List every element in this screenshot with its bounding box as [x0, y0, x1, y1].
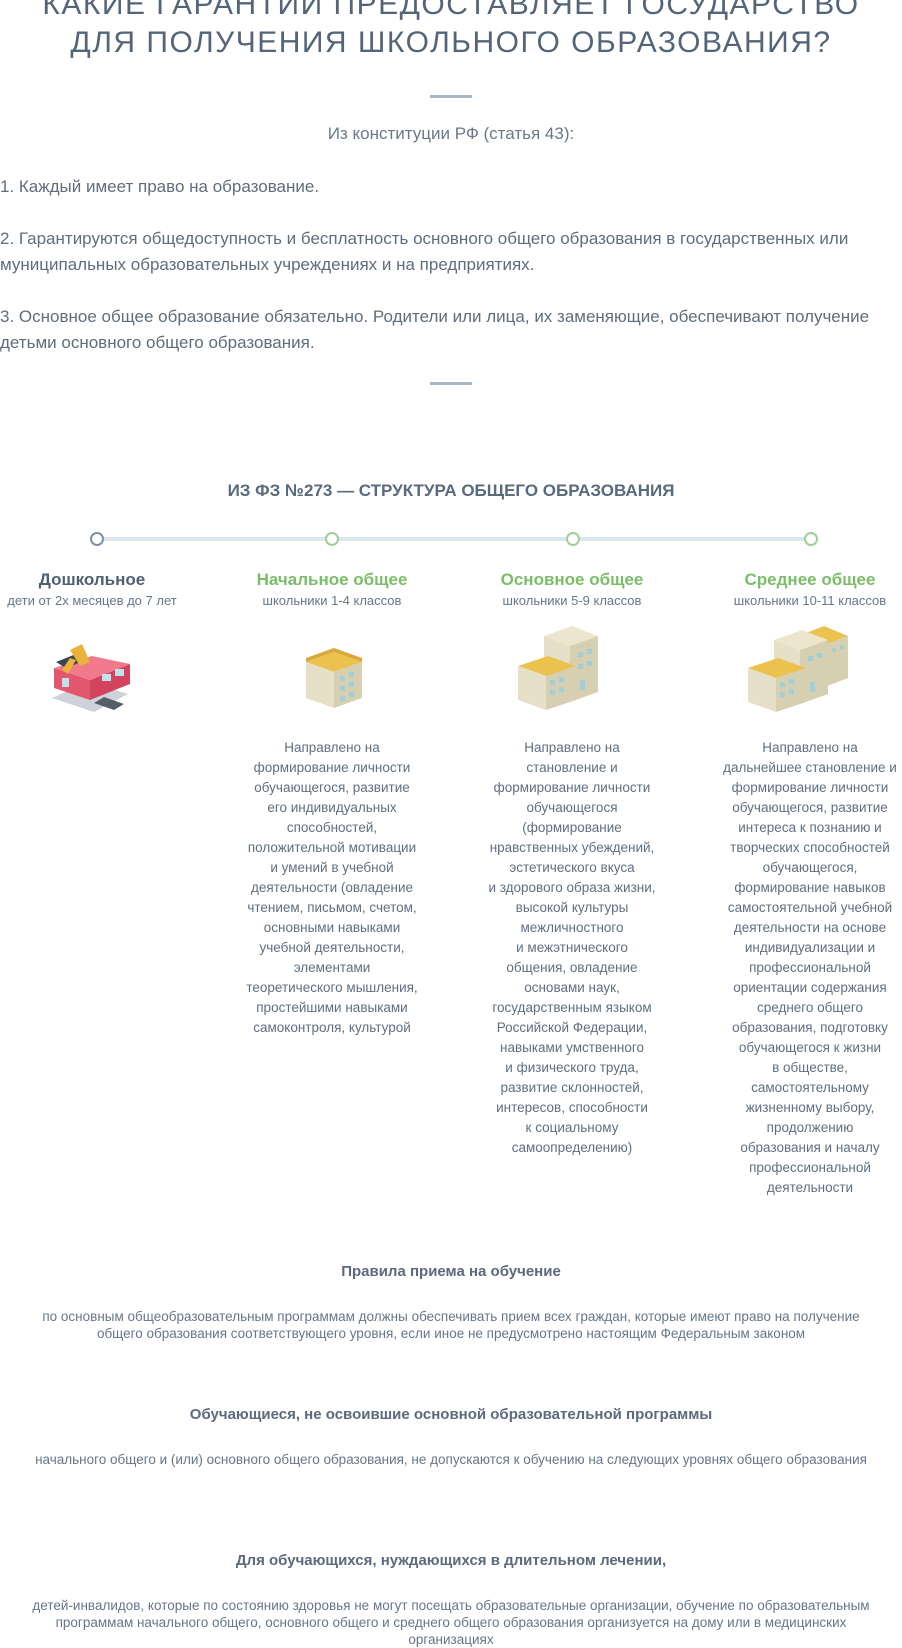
- intro-text: Из конституции РФ (статья 43):: [327, 124, 575, 143]
- level-subtitle: школьники 1-4 классов: [262, 593, 402, 608]
- constitution-point-2: 2. Гарантируются общедоступность и беспл…: [0, 229, 849, 274]
- rule-text-not-mastered: начального общего и (или) основного обще…: [35, 1452, 867, 1467]
- level-secondary-description: Направлено на дальнейшее становление и ф…: [723, 740, 897, 1195]
- level-name: Начальное общее: [256, 570, 408, 589]
- level-secondary: Среднее общее школьники 10-11 классов: [712, 570, 902, 608]
- level-basic: Основное общее школьники 5-9 классов: [474, 570, 670, 608]
- page-title: КАКИЕ ГАРАНТИИ ПРЕДОСТАВЛЯЕТ ГОСУДАРСТВО…: [42, 0, 860, 59]
- timeline-dot-primary: [325, 532, 339, 546]
- kindergarten-icon: [52, 644, 130, 712]
- level-primary-description: Направлено на формирование личности обуч…: [246, 740, 418, 1035]
- rule-text-long-treatment: детей-инвалидов, которые по состоянию зд…: [32, 1598, 870, 1647]
- level-subtitle: дети от 2х месяцев до 7 лет: [7, 593, 177, 608]
- small-school-icon: [306, 648, 362, 708]
- level-primary: Начальное общее школьники 1-4 классов: [234, 570, 430, 608]
- medium-school-icon: [518, 626, 598, 710]
- divider-top: [430, 95, 472, 98]
- level-name: Среднее общее: [744, 570, 876, 589]
- constitution-point-1: 1. Каждый имеет право на образование.: [0, 177, 320, 196]
- level-preschool: Дошкольное дети от 2х месяцев до 7 лет: [0, 570, 190, 608]
- rule-heading-long-treatment: Для обучающихся, нуждающихся в длительно…: [235, 1552, 667, 1569]
- large-school-icon: [748, 626, 848, 712]
- rule-heading-not-mastered: Обучающиеся, не освоившие основной образ…: [189, 1406, 713, 1423]
- structure-title: ИЗ ФЗ №273 — СТРУКТУРА ОБЩЕГО ОБРАЗОВАНИ…: [227, 481, 675, 500]
- level-name: Дошкольное: [38, 570, 146, 589]
- timeline-dot-secondary: [804, 532, 818, 546]
- divider-bottom: [430, 382, 472, 385]
- timeline-dot-preschool: [90, 532, 104, 546]
- rule-heading-admission: Правила приема на обучение: [341, 1263, 561, 1280]
- level-basic-description: Направлено на становление и формирование…: [488, 740, 656, 1155]
- timeline-line: [96, 537, 810, 541]
- level-name: Основное общее: [500, 570, 644, 589]
- level-subtitle: школьники 10-11 классов: [733, 593, 887, 608]
- level-subtitle: школьники 5-9 классов: [502, 593, 642, 608]
- timeline-dot-basic: [566, 532, 580, 546]
- rule-text-admission: по основным общеобразовательным программ…: [42, 1309, 860, 1341]
- constitution-point-3: 3. Основное общее образование обязательн…: [0, 307, 870, 352]
